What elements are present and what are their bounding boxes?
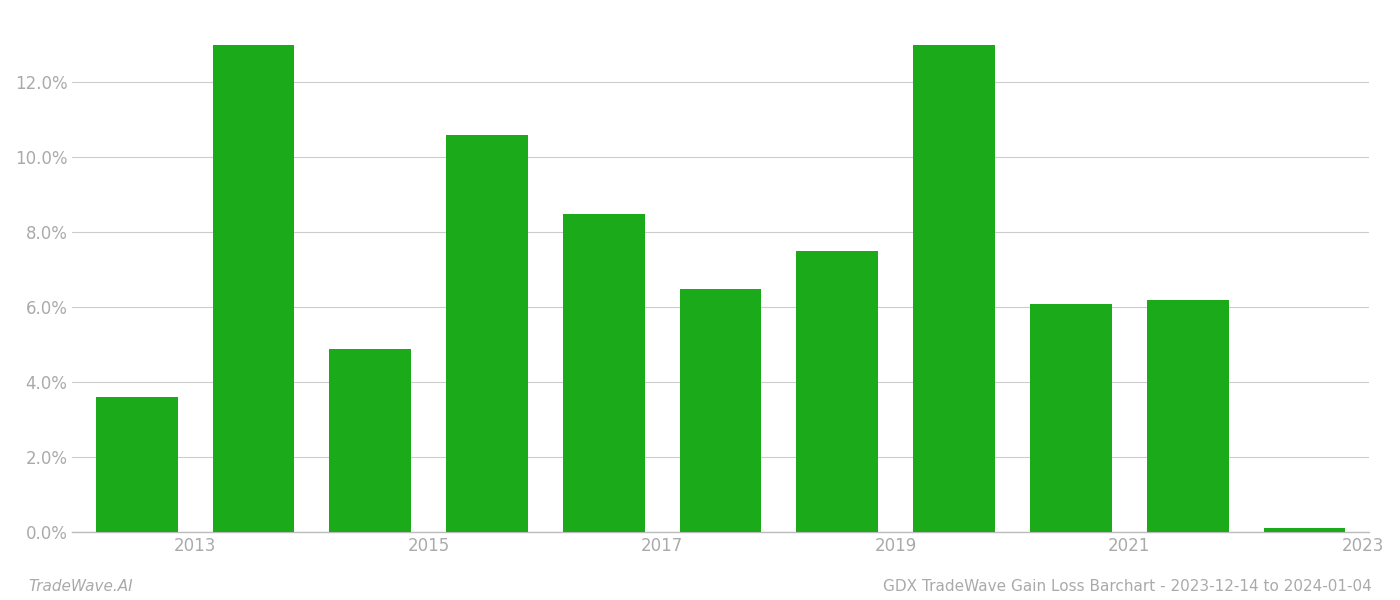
Text: TradeWave.AI: TradeWave.AI	[28, 579, 133, 594]
Bar	[913, 45, 995, 532]
Bar	[680, 289, 762, 532]
Bar	[447, 135, 528, 532]
Bar	[213, 45, 294, 532]
Bar	[1264, 529, 1345, 532]
Text: GDX TradeWave Gain Loss Barchart - 2023-12-14 to 2024-01-04: GDX TradeWave Gain Loss Barchart - 2023-…	[883, 579, 1372, 594]
Bar	[1147, 300, 1229, 532]
Bar	[563, 214, 644, 532]
Bar	[797, 251, 878, 532]
Bar	[329, 349, 412, 532]
Bar	[95, 397, 178, 532]
Bar	[1030, 304, 1112, 532]
